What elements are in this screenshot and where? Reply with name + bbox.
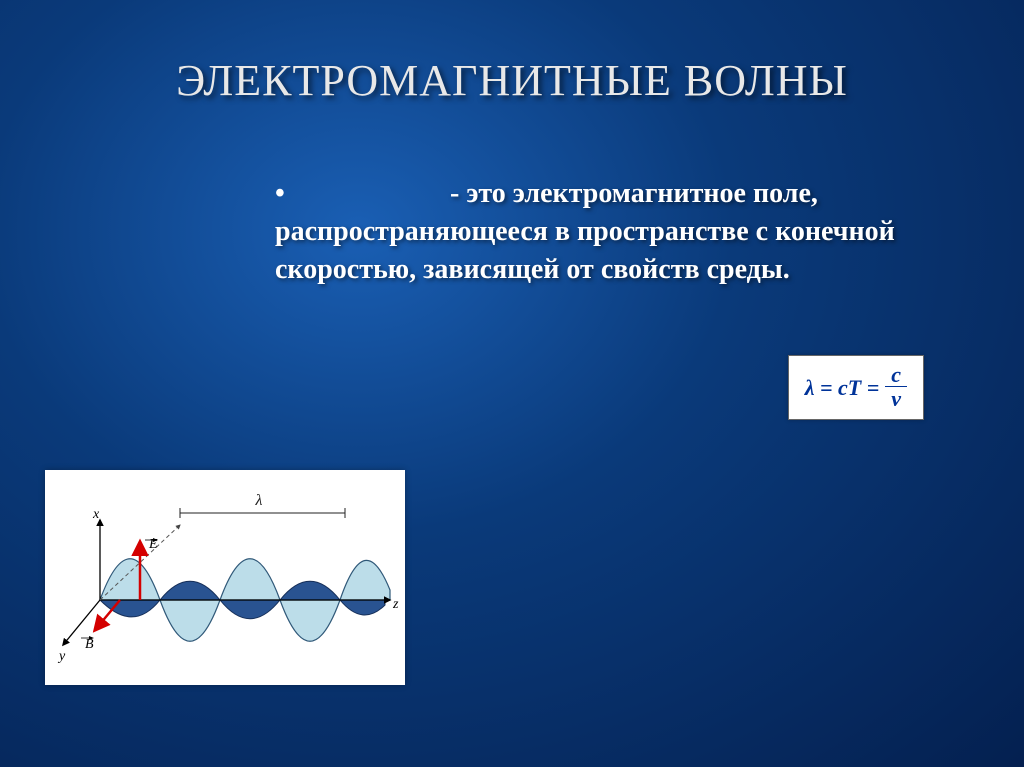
svg-text:z: z: [392, 597, 399, 612]
definition-content: - это электромагнитное поле, распростран…: [275, 178, 895, 285]
fraction-denominator: ν: [885, 387, 907, 411]
svg-text:y: y: [57, 649, 66, 664]
svg-text:λ: λ: [255, 492, 263, 509]
wavelength-formula: λ = cT = c ν: [788, 355, 924, 420]
formula-left: λ = cT =: [805, 375, 880, 401]
formula-fraction: c ν: [885, 364, 907, 411]
em-wave-diagram: λ x y z E B: [45, 470, 405, 685]
svg-text:x: x: [92, 507, 100, 522]
definition-text: - это электромагнитное поле, распростран…: [275, 175, 975, 288]
fraction-numerator: c: [885, 364, 907, 387]
page-title: ЭЛЕКТРОМАГНИТНЫЕ ВОЛНЫ: [0, 0, 1024, 106]
formula-content: λ = cT = c ν: [805, 364, 907, 411]
